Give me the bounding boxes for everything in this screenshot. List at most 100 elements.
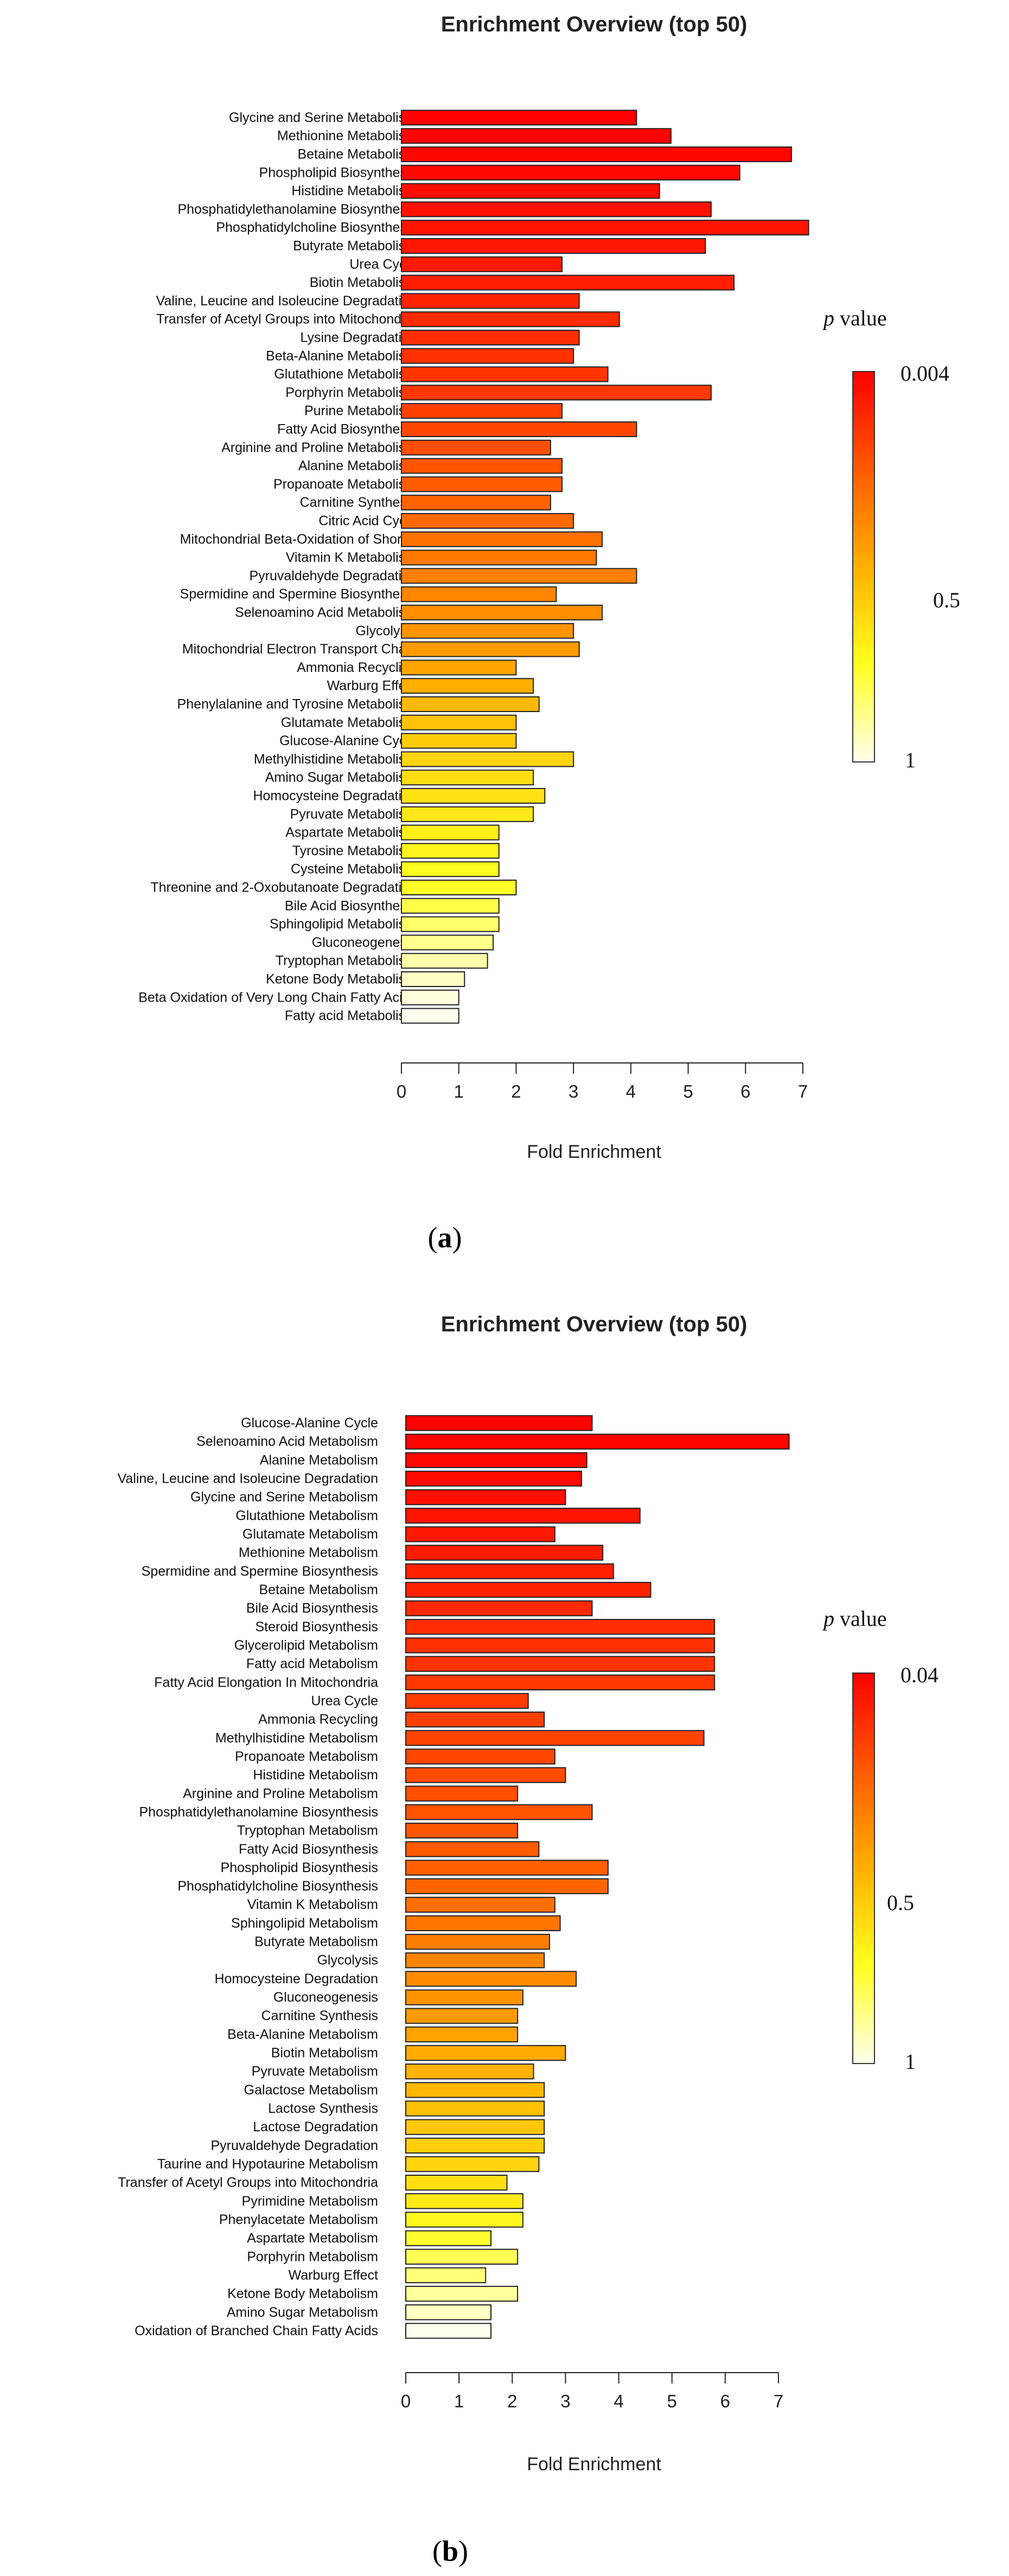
chart-a-bar <box>401 183 660 199</box>
chart-b-category-label: Propanoate Metabolism <box>235 1749 378 1764</box>
chart-a-bar <box>401 678 534 694</box>
chart-b-bar <box>405 1878 609 1894</box>
chart-b-bar <box>405 2156 540 2173</box>
chart-b-category-label: Lactose Degradation <box>253 2119 378 2135</box>
chart-b-category-label: Phospholipid Biosynthesis <box>221 1860 378 1875</box>
chart-b-bar <box>405 1730 705 1746</box>
chart-a-category-label: Phospholipid Biosynthesis <box>259 165 417 180</box>
chart-b-bar <box>405 2026 519 2042</box>
chart-b-bar <box>405 1693 529 1709</box>
chart-b-category-label: Ketone Body Metabolism <box>227 2286 378 2302</box>
chart-b-category-label: Glutathione Metabolism <box>235 1508 378 1523</box>
chart-a-x-tick-label: 0 <box>397 1081 406 1101</box>
chart-b-bar <box>405 2267 487 2284</box>
chart-a-category-label: Betaine Metabolism <box>297 147 417 162</box>
chart-a-bar <box>401 824 500 841</box>
chart-a-category-label: Threonine and 2-Oxobutanoate Degradation <box>150 880 417 895</box>
chart-b-category-label: Oxidation of Branched Chain Fatty Acids <box>135 2323 378 2338</box>
chart-a-bar <box>401 934 494 951</box>
chart-a-bar <box>401 403 563 419</box>
chart-b-bar <box>405 1433 790 1450</box>
chart-a-category-label: Beta-Alanine Metabolism <box>266 348 417 363</box>
chart-b-category-label: Alanine Metabolism <box>260 1452 378 1468</box>
chart-a-category-label: Homocysteine Degradation <box>253 789 417 804</box>
chart-b-x-tick-label: 1 <box>454 2391 464 2411</box>
chart-a: Enrichment Overview (top 50) Glycine and… <box>138 12 960 1254</box>
chart-b-plot: Glucose-Alanine Cycle Selenoamino Acid Me… <box>118 1415 790 2411</box>
chart-b-category-label: Pyruvate Metabolism <box>252 2064 378 2079</box>
chart-a-bar <box>401 733 517 749</box>
chart-b-category-label: Tryptophan Metabolism <box>237 1823 378 1838</box>
chart-a-bar <box>401 641 580 657</box>
chart-b-category-label: Glutamate Metabolism <box>242 1527 378 1542</box>
chart-b-x-tick-label: 7 <box>774 2391 783 2411</box>
chart-b-x-tick-label: 3 <box>560 2391 570 2411</box>
chart-a-bar <box>401 238 706 254</box>
chart-b-category-label: Glycine and Serine Metabolism <box>190 1490 378 1505</box>
chart-a-legend-title-rest: value <box>834 306 887 330</box>
chart-a-category-label: Glycine and Serine Metabolism <box>229 110 417 125</box>
chart-b-category-label: Aspartate Metabolism <box>247 2231 378 2246</box>
chart-b-bar <box>405 1822 519 1839</box>
chart-a-category-label: Gluconeogenesis <box>312 935 417 950</box>
chart-b-category-label: Taurine and Hypotaurine Metabolism <box>157 2157 378 2172</box>
chart-b-category-label: Fatty acid Metabolism <box>246 1656 378 1671</box>
chart-b-bar <box>405 2248 519 2265</box>
chart-b-category-label: Fatty Acid Elongation In Mitochondria <box>154 1675 378 1690</box>
chart-b-category-label: Fatty Acid Biosynthesis <box>239 1842 378 1857</box>
chart-b-category-label: Bile Acid Biosynthesis <box>246 1601 378 1616</box>
chart-b-bar <box>405 1508 641 1524</box>
chart-b-category-label: Selenoamino Acid Metabolism <box>196 1434 378 1449</box>
chart-a-bar <box>401 256 563 272</box>
chart-b-bar <box>405 1581 652 1598</box>
chart-a-bar <box>401 549 597 566</box>
chart-a-bar <box>401 989 459 1005</box>
chart-b-bar <box>405 2008 519 2024</box>
chart-b-bar <box>405 2323 491 2339</box>
chart-b-bar <box>405 1619 716 1635</box>
chart-b-bar <box>405 1915 561 1931</box>
chart-a-category-label: Aspartate Metabolism <box>285 825 417 840</box>
chart-b-category-label: Biotin Metabolism <box>271 2046 378 2061</box>
panel-label-b: (b) <box>432 2535 468 2567</box>
chart-a-bar <box>401 898 500 914</box>
chart-b-x-tick-label: 0 <box>401 2391 411 2411</box>
chart-a-category-label: Pyruvate Metabolism <box>290 806 417 822</box>
chart-b-x-tick-label: 5 <box>667 2391 677 2411</box>
chart-b-bar <box>405 1804 593 1821</box>
chart-a-plot: Glycine and Serine Metabolism Methionine … <box>138 110 809 1101</box>
chart-b-category-label: Warburg Effect <box>289 2267 378 2283</box>
chart-a-bar <box>401 861 500 877</box>
chart-b-bar <box>405 2137 545 2154</box>
chart-b-bar <box>405 2119 545 2135</box>
chart-a-bar <box>401 788 546 804</box>
chart-a-x-tick-label: 6 <box>740 1081 750 1101</box>
chart-a-bar <box>401 953 488 969</box>
chart-b-legend-label-1: 0.5 <box>887 1891 914 1915</box>
chart-a-x-tick-label: 2 <box>511 1081 521 1101</box>
chart-a-category-label: Phenylalanine and Tyrosine Metabolism <box>177 697 417 712</box>
chart-b-bar <box>405 1712 545 1728</box>
chart-a-category-label: Lysine Degradation <box>301 330 417 345</box>
chart-b-category-label: Porphyrin Metabolism <box>247 2249 378 2264</box>
chart-b-bar <box>405 1563 614 1579</box>
chart-a-bar <box>401 605 603 620</box>
chart-b-bar <box>405 2082 545 2098</box>
chart-b-bar <box>405 1656 716 1672</box>
chart-a-category-label: Propanoate Metabolism <box>273 477 417 492</box>
chart-b-bar <box>405 2304 491 2321</box>
chart-a-bar <box>401 201 712 217</box>
chart-b-x-tick-label: 2 <box>507 2391 517 2411</box>
chart-b-bar <box>405 2175 508 2191</box>
chart-b-legend-title: p value <box>822 1606 887 1631</box>
chart-a-bar <box>401 916 500 932</box>
chart-a-bar <box>401 495 551 511</box>
chart-b-bar <box>405 1971 577 1987</box>
chart-a-category-label: Ketone Body Metabolism <box>266 972 417 987</box>
chart-b-bar <box>405 1860 609 1876</box>
chart-a-category-label: Glutathione Metabolism <box>274 367 417 382</box>
chart-b-legend-title-rest: value <box>834 1606 887 1631</box>
chart-b-category-label: Sphingolipid Metabolism <box>231 1915 378 1931</box>
chart-a-category-label: Amino Sugar Metabolism <box>265 770 417 785</box>
chart-b-bar <box>405 1841 540 1857</box>
